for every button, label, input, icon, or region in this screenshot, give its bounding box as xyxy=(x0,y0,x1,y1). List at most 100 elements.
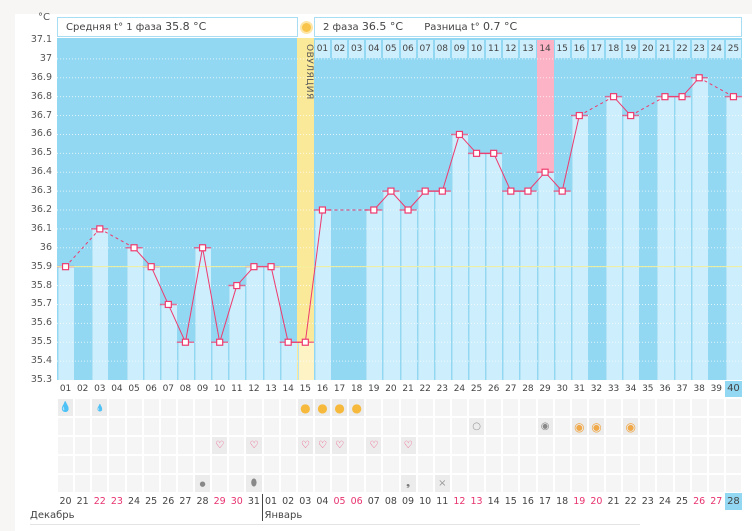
symptom-cell[interactable] xyxy=(125,455,143,474)
symptom-cell[interactable] xyxy=(245,398,263,417)
symptom-cell[interactable] xyxy=(450,398,468,417)
symptom-cell[interactable] xyxy=(468,436,486,455)
symptom-cell[interactable] xyxy=(639,455,657,474)
symptom-cell[interactable] xyxy=(348,474,366,493)
calendar-date[interactable]: 20 xyxy=(590,496,603,507)
symptom-cell[interactable] xyxy=(570,455,588,474)
calendar-date[interactable]: 13 xyxy=(470,496,483,507)
cycle-day-label[interactable]: 05 xyxy=(128,384,140,394)
symptom-cell[interactable] xyxy=(296,417,314,436)
symptom-cell[interactable] xyxy=(485,436,503,455)
symptom-cell[interactable] xyxy=(399,417,417,436)
cycle-day-label[interactable]: 02 xyxy=(76,384,89,394)
cycle-day-label[interactable]: 09 xyxy=(196,384,209,394)
symptom-cell[interactable] xyxy=(433,436,451,455)
symptom-cell[interactable] xyxy=(656,455,674,474)
symptom-cell[interactable] xyxy=(570,474,588,493)
cycle-day-label[interactable]: 20 xyxy=(385,384,397,394)
symptom-cell[interactable] xyxy=(468,474,486,493)
calendar-date[interactable]: 15 xyxy=(504,496,517,507)
calendar-date[interactable]: 05 xyxy=(333,496,346,507)
symptom-cell[interactable] xyxy=(502,455,520,474)
symptom-cell[interactable] xyxy=(605,455,623,474)
temperature-bar[interactable] xyxy=(537,172,554,380)
symptom-cell[interactable] xyxy=(570,398,588,417)
symptom-cell[interactable] xyxy=(159,474,177,493)
calendar-date[interactable]: 20 xyxy=(59,496,72,507)
cycle-day-label[interactable]: 24 xyxy=(453,384,466,394)
calendar-date[interactable]: 19 xyxy=(573,496,586,507)
calendar-date[interactable]: 21 xyxy=(607,496,620,507)
cycle-day-label[interactable]: 25 xyxy=(470,384,483,394)
symptom-cell[interactable] xyxy=(159,436,177,455)
symptom-cell[interactable] xyxy=(553,398,571,417)
temperature-bar[interactable] xyxy=(195,247,212,380)
temperature-bar[interactable] xyxy=(229,285,246,380)
cycle-day-label[interactable]: 28 xyxy=(522,384,534,394)
calendar-date[interactable]: 06 xyxy=(350,496,363,507)
symptom-cell[interactable] xyxy=(605,398,623,417)
symptom-cell[interactable] xyxy=(416,474,434,493)
symptom-cell[interactable] xyxy=(707,398,725,417)
symptom-cell[interactable]: ◉ xyxy=(570,417,588,436)
symptom-cell[interactable] xyxy=(108,474,126,493)
symptom-cell[interactable] xyxy=(536,455,554,474)
symptom-cell[interactable] xyxy=(519,436,537,455)
symptom-cell[interactable] xyxy=(724,455,742,474)
symptom-cell[interactable] xyxy=(91,417,109,436)
symptom-cell[interactable] xyxy=(91,474,109,493)
calendar-date[interactable]: 11 xyxy=(436,496,449,507)
symptom-cell[interactable] xyxy=(673,455,691,474)
cycle-day-label[interactable]: 11 xyxy=(231,384,243,394)
cycle-day-label[interactable]: 26 xyxy=(487,384,500,394)
cycle-day-label[interactable]: 27 xyxy=(505,384,517,394)
symptom-cell[interactable]: ♡ xyxy=(245,436,263,455)
cycle-day-label[interactable]: 12 xyxy=(248,384,260,394)
symptom-cell[interactable]: ♡ xyxy=(331,436,349,455)
cycle-day-label[interactable]: 29 xyxy=(539,384,551,394)
symptom-cell[interactable] xyxy=(365,417,383,436)
symptom-cell[interactable] xyxy=(707,436,725,455)
calendar-date[interactable]: 04 xyxy=(316,496,329,507)
cycle-day-label[interactable]: 15 xyxy=(299,384,312,394)
symptom-cell[interactable] xyxy=(331,474,349,493)
symptom-cell[interactable] xyxy=(108,417,126,436)
symptom-cell[interactable] xyxy=(125,417,143,436)
cycle-day-label[interactable]: 23 xyxy=(436,384,449,394)
temperature-bar[interactable] xyxy=(725,96,742,380)
symptom-cell[interactable] xyxy=(656,436,674,455)
symptom-cell[interactable] xyxy=(228,398,246,417)
symptom-cell[interactable] xyxy=(433,455,451,474)
symptom-cell[interactable] xyxy=(519,474,537,493)
cycle-day-label[interactable]: 35 xyxy=(642,384,654,394)
symptom-cell[interactable] xyxy=(365,398,383,417)
symptom-cell[interactable] xyxy=(656,398,674,417)
temperature-bar[interactable] xyxy=(383,191,400,380)
symptom-cell[interactable] xyxy=(673,474,691,493)
symptom-cell[interactable] xyxy=(108,436,126,455)
symptom-cell[interactable] xyxy=(707,417,725,436)
cycle-day-label[interactable]: 21 xyxy=(402,384,414,394)
symptom-cell[interactable] xyxy=(176,436,194,455)
temperature-bar[interactable] xyxy=(503,191,520,380)
symptom-cell[interactable] xyxy=(382,398,400,417)
calendar-date[interactable]: 03 xyxy=(299,496,312,507)
symptom-cell[interactable] xyxy=(450,455,468,474)
symptom-cell[interactable] xyxy=(416,436,434,455)
cycle-day-label[interactable]: 04 xyxy=(111,384,123,394)
symptom-cell[interactable] xyxy=(194,436,212,455)
calendar-date[interactable]: 18 xyxy=(556,496,569,507)
symptom-cell[interactable] xyxy=(313,417,331,436)
symptom-cell[interactable] xyxy=(724,436,742,455)
symptom-cell[interactable] xyxy=(74,417,92,436)
symptom-cell[interactable]: ◉ xyxy=(536,417,554,436)
symptom-cell[interactable]: ● xyxy=(331,398,349,417)
symptom-cell[interactable] xyxy=(142,474,160,493)
cycle-day-label[interactable]: 13 xyxy=(265,384,277,394)
symptom-cell[interactable] xyxy=(707,474,725,493)
symptom-cell[interactable] xyxy=(724,417,742,436)
cycle-day-label[interactable]: 17 xyxy=(333,384,346,394)
temperature-bar[interactable] xyxy=(400,210,417,380)
cycle-day-label[interactable]: 01 xyxy=(59,384,72,394)
cycle-day-label[interactable]: 38 xyxy=(693,384,705,394)
